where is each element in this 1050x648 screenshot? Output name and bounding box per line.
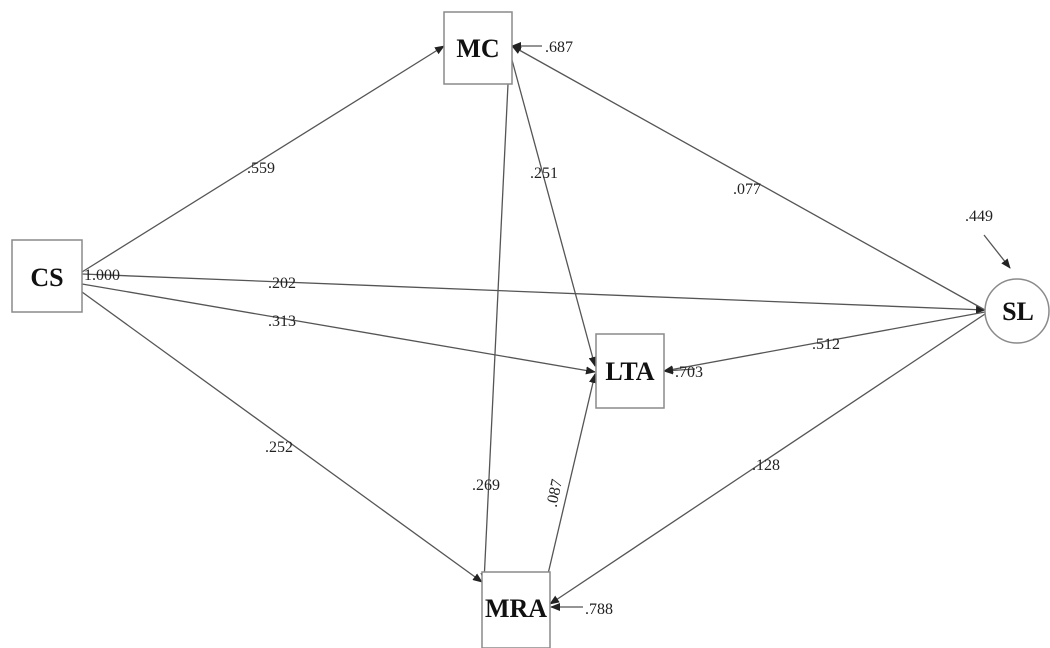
error-arrow-sl (983, 234, 1011, 269)
cs-variance: 1.000 (84, 267, 120, 284)
path-mra-lta (547, 373, 597, 575)
coef-sl-mra: .128 (752, 457, 780, 474)
coef-cs-mra: .252 (265, 439, 293, 456)
coefficient-labels: .559 .202 .313 .252 .251 .269 .077 .512 … (84, 39, 993, 618)
coef-cs-sl: .202 (268, 275, 296, 292)
node-label-mc: MC (456, 34, 499, 63)
coef-mra-lta: .087 (544, 478, 566, 509)
coef-cs-mc: .559 (247, 160, 275, 177)
node-label-cs: CS (30, 263, 63, 292)
path-sl-mc (511, 45, 986, 311)
paths-layer (81, 42, 1011, 611)
node-label-lta: LTA (605, 357, 654, 386)
coef-cs-lta: .313 (268, 313, 296, 330)
path-cs-mc (81, 45, 445, 273)
coef-sl-mc: .077 (733, 181, 761, 198)
error-mra: .788 (585, 601, 613, 618)
path-sl-lta (663, 311, 986, 374)
node-mc: MC (443, 11, 513, 85)
node-mra: MRA (481, 571, 551, 648)
error-mc: .687 (545, 39, 573, 56)
error-lta: .703 (675, 364, 703, 381)
path-sl-mra (549, 313, 986, 605)
node-label-sl: SL (1002, 297, 1034, 326)
error-sl: .449 (965, 208, 993, 225)
path-mc-lta (511, 59, 597, 367)
path-cs-sl (81, 273, 986, 314)
error-arrow-lta (663, 366, 696, 375)
node-cs: CS (11, 239, 83, 313)
node-lta: LTA (595, 333, 665, 409)
node-label-mra: MRA (485, 594, 547, 623)
coef-sl-lta: .512 (812, 336, 840, 353)
coef-mc-mra: .269 (472, 477, 500, 494)
path-mc-mra (480, 83, 509, 583)
node-sl: SL (984, 278, 1050, 344)
path-cs-mra (81, 291, 483, 583)
coef-mc-lta: .251 (530, 165, 558, 182)
path-cs-lta (81, 283, 596, 375)
